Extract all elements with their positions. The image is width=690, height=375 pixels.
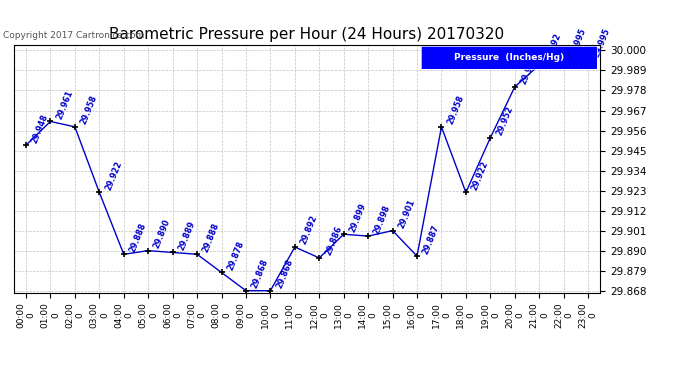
Text: 29.899: 29.899	[348, 201, 368, 234]
Text: 29.980: 29.980	[519, 54, 539, 86]
Text: 29.995: 29.995	[592, 27, 612, 59]
Text: 29.868: 29.868	[250, 258, 270, 290]
Text: 29.888: 29.888	[128, 221, 148, 254]
Text: Copyright 2017 Cartronics.com: Copyright 2017 Cartronics.com	[3, 30, 145, 39]
Text: 29.892: 29.892	[299, 214, 319, 246]
Text: 29.901: 29.901	[397, 198, 417, 230]
Text: 29.948: 29.948	[30, 112, 50, 144]
Text: 29.889: 29.889	[177, 220, 197, 252]
Text: 29.952: 29.952	[495, 105, 515, 137]
Text: 29.922: 29.922	[104, 159, 124, 192]
Text: 29.886: 29.886	[324, 225, 344, 257]
Text: 29.898: 29.898	[373, 203, 393, 235]
Text: 29.958: 29.958	[79, 94, 99, 126]
Text: 29.878: 29.878	[226, 240, 246, 272]
Text: 29.992: 29.992	[543, 32, 563, 64]
Title: Barometric Pressure per Hour (24 Hours) 20170320: Barometric Pressure per Hour (24 Hours) …	[110, 27, 504, 42]
Text: 29.887: 29.887	[421, 223, 441, 255]
Text: 29.922: 29.922	[470, 159, 490, 192]
Text: 29.958: 29.958	[446, 94, 466, 126]
Text: 29.890: 29.890	[152, 218, 172, 250]
Text: 29.888: 29.888	[201, 221, 221, 254]
Text: 29.995: 29.995	[568, 27, 588, 59]
Text: 29.868: 29.868	[275, 258, 295, 290]
Text: 29.961: 29.961	[55, 89, 75, 121]
